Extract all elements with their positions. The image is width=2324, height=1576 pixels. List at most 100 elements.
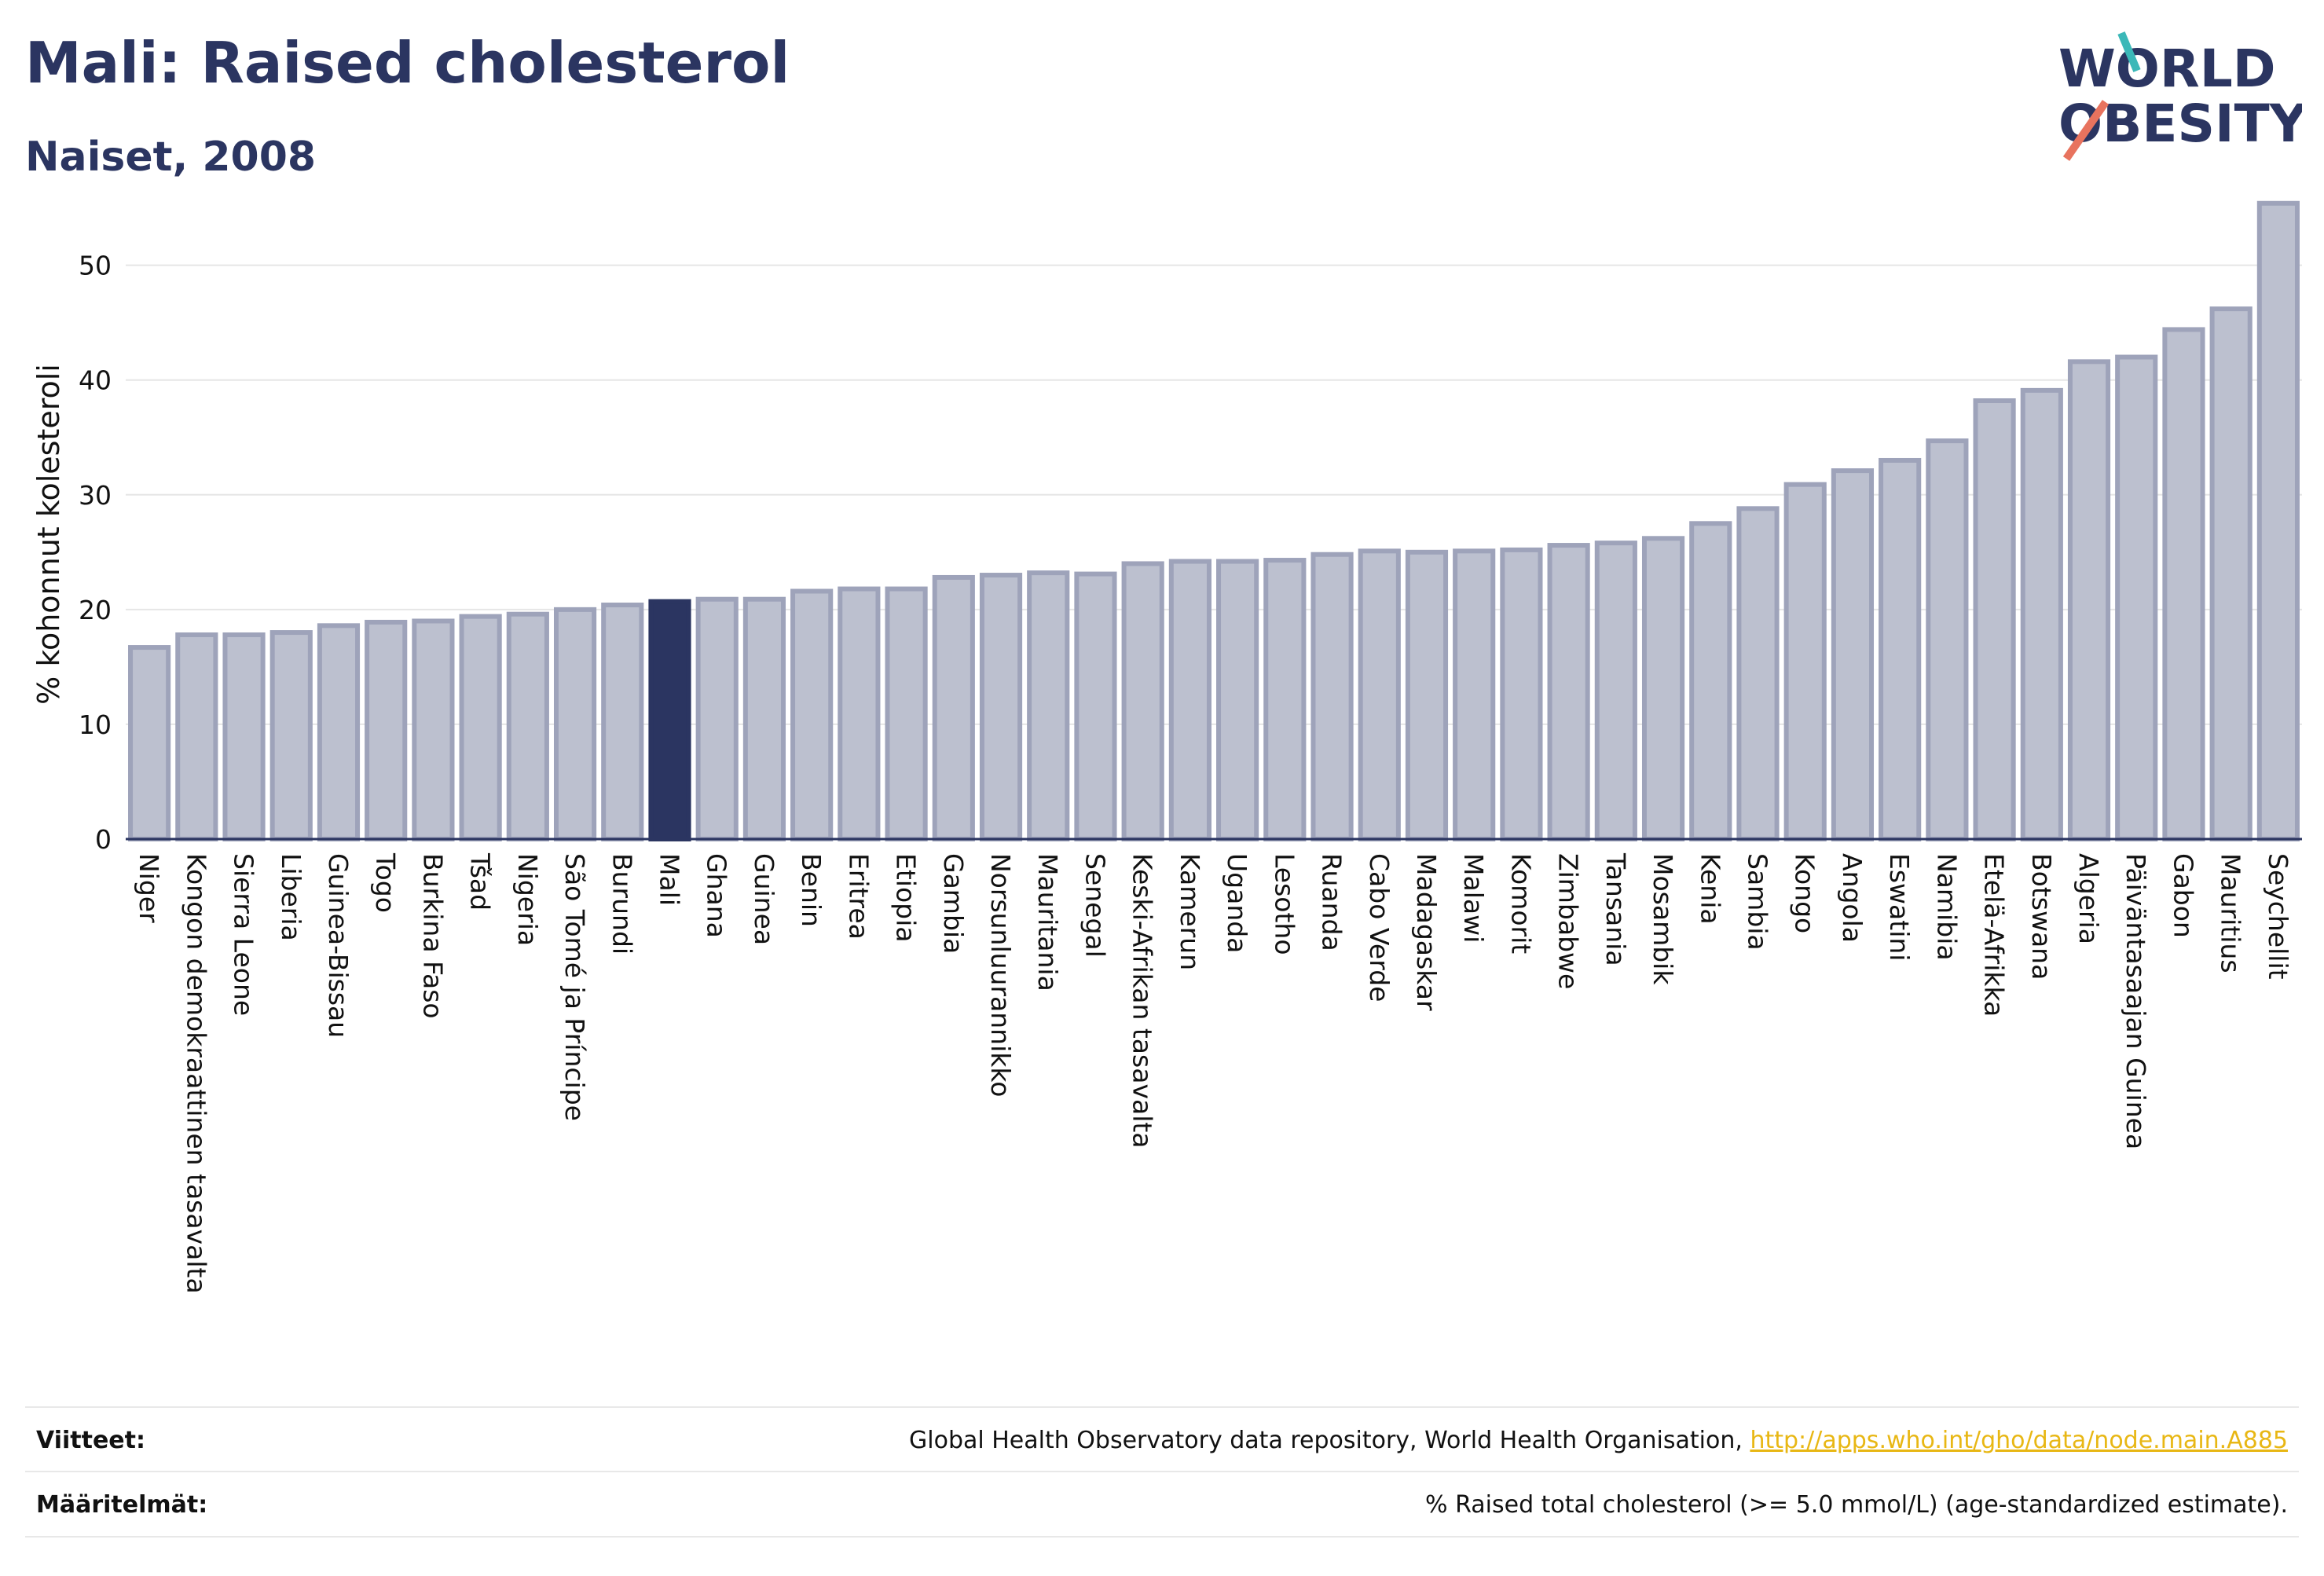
bar-kongo — [1783, 482, 1827, 841]
x-tick-label: Etelä-Afrikka — [1979, 853, 2010, 1017]
bar-eritrea — [838, 586, 881, 841]
bar-angola — [1831, 468, 1875, 841]
bar-kamerun — [1168, 559, 1211, 841]
bar-norsunluurannikko — [979, 573, 1023, 841]
sources-link[interactable]: http://apps.who.int/gho/data/node.main.A… — [1750, 1427, 2288, 1454]
y-tick-label: 0 — [95, 824, 112, 855]
x-tick-label: Etiopia — [891, 853, 922, 943]
x-tick-label: Senegal — [1080, 853, 1110, 958]
bar-mauritania — [1027, 570, 1070, 841]
x-tick-label: Mosambik — [1648, 853, 1678, 985]
x-tick-label: Kamerun — [1175, 853, 1205, 970]
x-tick-label: Lesotho — [1269, 853, 1299, 955]
chart-title: Mali: Raised cholesterol — [25, 30, 790, 96]
bar-s-o-tom-ja-pr-ncipe — [553, 607, 597, 841]
x-tick-label: Eritrea — [843, 853, 874, 940]
x-tick-label: Kongon demokraattinen tasavalta — [181, 853, 211, 1294]
x-tick-label: Päiväntasaajan Guinea — [2121, 853, 2151, 1149]
bar-cabo-verde — [1358, 548, 1401, 841]
logo-slash-teal — [2117, 31, 2141, 72]
bar-algeria — [2067, 359, 2111, 842]
sources-row: Viitteet: Global Health Observatory data… — [25, 1406, 2299, 1471]
bar-kongon-demokraattinen-tasavalta — [175, 632, 218, 841]
bar-burundi — [601, 603, 644, 841]
bar-guinea-bissau — [317, 623, 361, 841]
bar-namibia — [1926, 438, 1969, 841]
x-tick-label: Nigeria — [512, 853, 543, 946]
x-tick-label: Ruanda — [1317, 853, 1347, 951]
bar-mosambik — [1641, 536, 1685, 841]
bar-eswatini — [1879, 457, 1922, 841]
bar-nigeria — [506, 611, 549, 841]
x-tick-label: Mauritius — [2216, 853, 2246, 973]
bar-chart: 0 10 20 30 40 50 Niger Kongon demokraattinen t… — [31, 200, 2302, 1294]
x-tick-label: Gabon — [2168, 853, 2198, 938]
x-tick-label: Benin — [796, 853, 827, 927]
bar-zimbabwe — [1547, 543, 1590, 841]
y-tick-label: 20 — [79, 595, 112, 625]
y-axis-ticks: 0 10 20 30 40 50 — [79, 251, 112, 855]
world-obesity-logo: WORLD OBESITY — [2058, 31, 2302, 161]
sources-description: Global Health Observatory data repositor… — [909, 1427, 1750, 1454]
bars — [128, 200, 2300, 842]
bar-etiopia — [885, 586, 928, 841]
bar-gambia — [932, 574, 975, 841]
x-tick-label: Tšad — [465, 852, 496, 911]
bar-keski-afrikan-tasavalta — [1121, 561, 1164, 842]
x-tick-label: Kenia — [1695, 853, 1725, 925]
y-axis-label: % kohonnut kolesteroli — [31, 364, 66, 705]
y-tick-label: 50 — [79, 251, 112, 281]
bar-guinea — [742, 596, 786, 841]
bar-botswana — [2020, 387, 2063, 841]
x-tick-label: Uganda — [1222, 853, 1252, 953]
sources-label: Viitteet: — [36, 1427, 145, 1454]
x-tick-label: Gambia — [938, 853, 969, 954]
x-tick-label: Algeria — [2073, 853, 2104, 944]
bar-togo — [365, 619, 408, 841]
x-axis-labels: Niger Kongon demokraattinen tasavalta Sier… — [134, 852, 2293, 1294]
x-tick-label: Seychellit — [2263, 853, 2293, 980]
x-tick-label: Niger — [134, 853, 164, 923]
x-tick-label: Zimbabwe — [1553, 853, 1584, 989]
definitions-text: % Raised total cholesterol (>= 5.0 mmol/… — [1425, 1491, 2288, 1519]
definitions-row: Määritelmät: % Raised total cholesterol … — [25, 1471, 2299, 1535]
x-tick-label: Eswatini — [1884, 853, 1915, 961]
x-tick-label: Komorit — [1505, 853, 1536, 954]
x-tick-label: Burundi — [607, 853, 637, 955]
x-tick-label: Namibia — [1931, 853, 1962, 961]
logo-line1: WORLD — [2058, 38, 2276, 99]
bar-p-iv-ntasaajan-guinea — [2115, 354, 2158, 841]
x-tick-label: Liberia — [276, 853, 306, 941]
x-tick-label: Sierra Leone — [229, 853, 259, 1016]
bar-benin — [790, 588, 834, 841]
bar-t-ad — [459, 614, 502, 841]
bar-ruanda — [1310, 552, 1354, 841]
y-tick-label: 30 — [79, 480, 112, 511]
x-tick-label: Angola — [1837, 853, 1868, 943]
bar-madagaskar — [1405, 549, 1449, 841]
y-tick-label: 10 — [79, 709, 112, 740]
x-tick-label: Mauritania — [1032, 853, 1063, 991]
chart-subtitle: Naiset, 2008 — [25, 134, 317, 181]
x-tick-label: Botswana — [2026, 853, 2057, 980]
bar-ghana — [695, 596, 739, 841]
x-tick-label: Guinea — [749, 853, 779, 945]
definitions-label: Määritelmät: — [36, 1491, 208, 1519]
bar-kenia — [1689, 521, 1732, 842]
bar-mauritius — [2209, 306, 2253, 841]
x-tick-label: Madagaskar — [1411, 853, 1442, 1011]
x-tick-label: Tansania — [1600, 852, 1631, 966]
x-tick-label: Norsunluurannikko — [985, 853, 1016, 1098]
logo-slash-coral — [2062, 100, 2110, 161]
bar-gabon — [2162, 327, 2205, 841]
bar-seychellit — [2256, 200, 2300, 841]
bar-sambia — [1736, 506, 1780, 841]
bar-liberia — [269, 630, 313, 841]
bar-niger — [128, 645, 171, 842]
bar-komorit — [1500, 547, 1543, 842]
x-tick-label: Ghana — [702, 853, 732, 938]
logo-line2: OBESITY — [2058, 93, 2302, 154]
bar-uganda — [1216, 559, 1259, 841]
x-tick-label: Cabo Verde — [1364, 853, 1395, 1002]
bar-burkina-faso — [412, 618, 455, 841]
